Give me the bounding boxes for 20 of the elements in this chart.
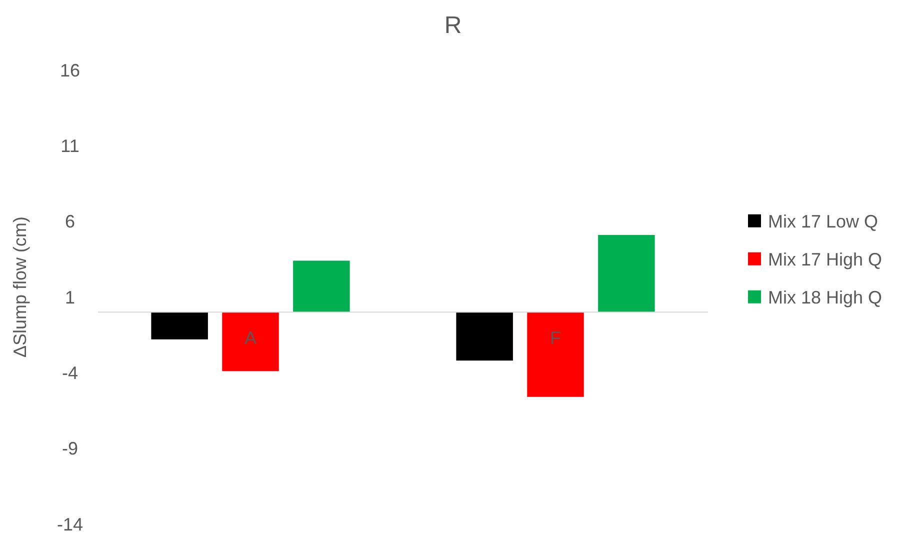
bar [598, 234, 655, 312]
bar [293, 260, 350, 312]
y-tick-label: -9 [62, 438, 78, 459]
y-tick-label: 11 [60, 136, 80, 156]
y-tick-label: -4 [62, 362, 78, 383]
x-tick-label: F [550, 328, 561, 348]
legend-label: Mix 18 High Q [768, 288, 882, 308]
bar [222, 312, 279, 372]
y-tick-label: 16 [60, 60, 80, 80]
y-tick-label: 1 [64, 287, 76, 308]
y-axis-title: ΔSlump flow (cm) [10, 216, 30, 358]
legend-label: Mix 17 High Q [768, 250, 882, 270]
bar [527, 312, 584, 397]
y-tick-label: -14 [56, 514, 84, 534]
bar [151, 312, 208, 340]
chart-title: R [444, 12, 462, 39]
legend-label: Mix 17 Low Q [768, 212, 878, 232]
y-tick-label: 6 [64, 212, 76, 232]
x-tick-label: A [244, 328, 257, 348]
bar [456, 312, 513, 361]
